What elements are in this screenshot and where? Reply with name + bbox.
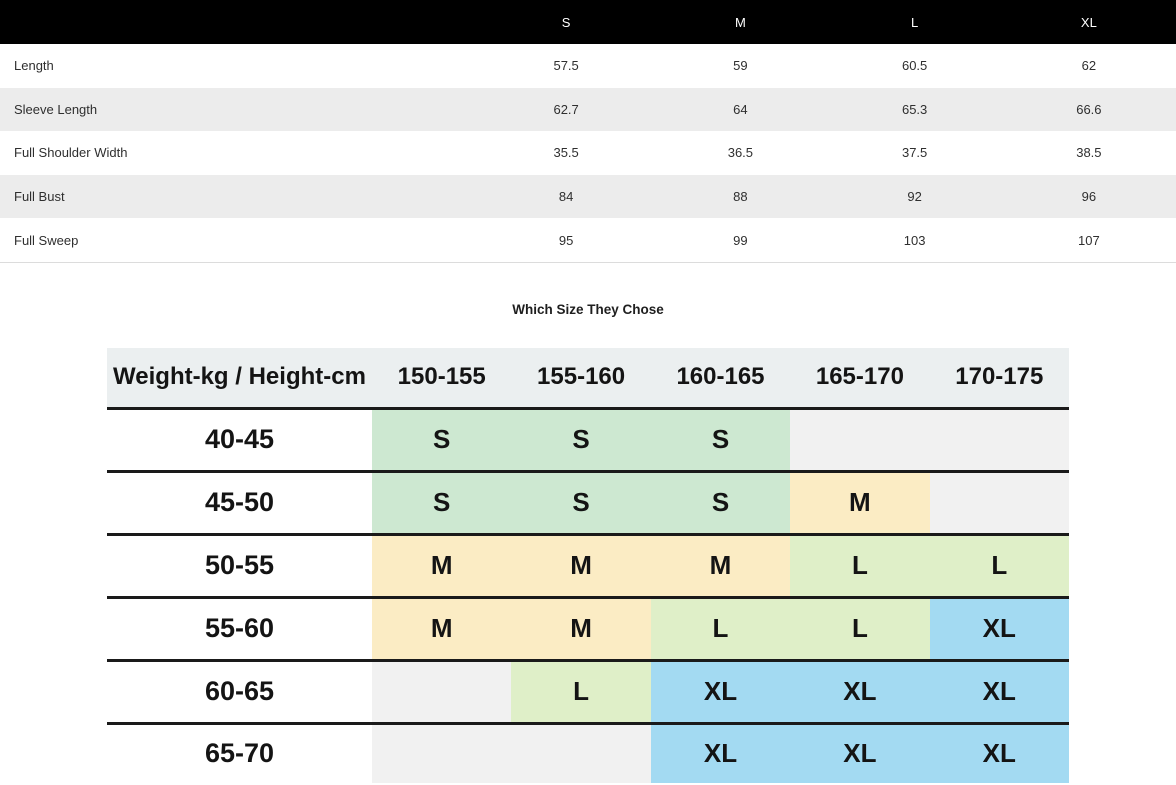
measurement-row: Length 57.5 59 60.5 62 [0, 44, 1176, 88]
height-column-header: 150-155 [397, 363, 486, 391]
measurement-value: 62.7 [553, 101, 579, 117]
measurement-value: 57.5 [553, 58, 579, 74]
height-column-header: 155-160 [537, 363, 626, 391]
size-cell: M [511, 598, 651, 659]
measurement-value: 35.5 [553, 145, 579, 161]
measurement-value: 95 [558, 232, 574, 248]
measurement-row: Full Bust 84 88 92 96 [0, 174, 1176, 219]
size-cell: M [372, 598, 512, 659]
size-cell-empty [790, 409, 930, 470]
size-cell: XL [929, 724, 1069, 783]
size-cell: L [929, 535, 1069, 596]
measurement-value: 103 [903, 232, 926, 248]
measurement-value: 107 [1078, 232, 1100, 248]
weight-range-label: 40-45 [107, 409, 372, 470]
measurement-label: Full Sweep [14, 232, 79, 248]
height-column-header: 165-170 [815, 363, 904, 391]
measurement-value: 64 [733, 101, 748, 117]
size-chart-row: 45-50 S S S M [107, 472, 1069, 536]
size-cell: XL [929, 598, 1069, 659]
size-cell: M [511, 535, 651, 596]
size-cell-empty [929, 472, 1069, 533]
size-cell-empty [372, 724, 512, 783]
size-cell-empty [372, 661, 512, 722]
size-cell: S [650, 472, 791, 533]
weight-range-label: 45-50 [107, 472, 372, 533]
measurement-value: 65.3 [901, 101, 928, 117]
height-column-header: 170-175 [955, 363, 1044, 391]
size-cell: S [650, 409, 791, 470]
measurement-row: Full Sweep 95 99 103 107 [0, 218, 1176, 262]
height-column-header: 160-165 [676, 363, 765, 391]
size-cell: S [511, 409, 651, 470]
size-chart-row: 40-45 S S S [107, 409, 1069, 473]
measurement-value: 66.6 [1076, 101, 1102, 117]
size-chart-title: Which Size They Chose [512, 301, 664, 317]
measurement-value: 36.5 [727, 145, 754, 161]
size-cell-empty [511, 724, 651, 783]
size-cell: L [650, 598, 791, 659]
size-chart-header: Weight-kg / Height-cm 150-155 155-160 160-… [107, 347, 1069, 410]
size-cell: XL [929, 661, 1069, 722]
size-chart-row: 50-55 M M M L L [107, 535, 1069, 599]
size-cell: XL [790, 661, 930, 722]
measurement-value: 59 [733, 58, 748, 74]
measurement-row: Sleeve Length 62.7 64 65.3 66.6 [0, 87, 1176, 132]
size-column-header: XL [1080, 14, 1097, 30]
measurement-row: Full Shoulder Width 35.5 36.5 37.5 38.5 [0, 131, 1176, 175]
size-cell: M [650, 535, 791, 596]
measurement-value: 84 [558, 189, 574, 205]
measurement-table: S M L XL Length 57.5 59 60.5 62 Sleeve Length 62.… [0, 0, 1176, 263]
measurement-value: 60.5 [901, 58, 928, 74]
size-chart-body: 40-45 S S S 45-50 S S S M 50-55 M M M L L 55-60 M M L L XL 60… [107, 409, 1069, 783]
measurement-value: 88 [733, 189, 748, 205]
size-chart-row: 65-70 XL XL XL [107, 724, 1069, 783]
size-column-header: M [734, 14, 746, 30]
size-chart-row: 55-60 M M L L XL [107, 598, 1069, 662]
measurement-table-body: Length 57.5 59 60.5 62 Sleeve Length 62.7 64 65.… [0, 44, 1176, 262]
size-cell: XL [790, 724, 930, 783]
size-chart-table: Weight-kg / Height-cm 150-155 155-160 160-… [107, 347, 1069, 783]
size-cell: S [372, 472, 512, 533]
measurement-label: Full Shoulder Width [14, 145, 128, 161]
measurement-value: 38.5 [1076, 145, 1102, 161]
measurement-value: 99 [733, 232, 748, 248]
weight-range-label: 65-70 [107, 724, 372, 783]
size-cell: XL [650, 661, 791, 722]
size-chart-row: 60-65 L XL XL XL [107, 661, 1069, 725]
size-column-header: S [561, 14, 571, 30]
measurement-table-header: S M L XL [0, 0, 1176, 44]
measurement-value: 37.5 [901, 145, 928, 161]
size-cell: S [511, 472, 651, 533]
size-cell-empty [929, 409, 1069, 470]
size-cell: L [511, 661, 651, 722]
weight-range-label: 55-60 [107, 598, 372, 659]
size-column-header: L [911, 14, 919, 30]
measurement-label: Length [14, 58, 54, 74]
measurement-value: 62 [1081, 58, 1097, 74]
size-chart-corner-label: Weight-kg / Height-cm [113, 363, 366, 391]
measurement-value: 96 [1081, 189, 1097, 205]
measurement-value: 92 [907, 189, 922, 205]
size-cell: M [790, 472, 930, 533]
weight-range-label: 50-55 [107, 535, 372, 596]
weight-range-label: 60-65 [107, 661, 372, 722]
size-cell: L [790, 535, 930, 596]
size-cell: L [790, 598, 930, 659]
size-cell: S [372, 409, 512, 470]
measurement-label: Sleeve Length [14, 101, 98, 117]
size-cell: XL [650, 724, 791, 783]
measurement-label: Full Bust [14, 189, 65, 205]
size-cell: M [372, 535, 512, 596]
